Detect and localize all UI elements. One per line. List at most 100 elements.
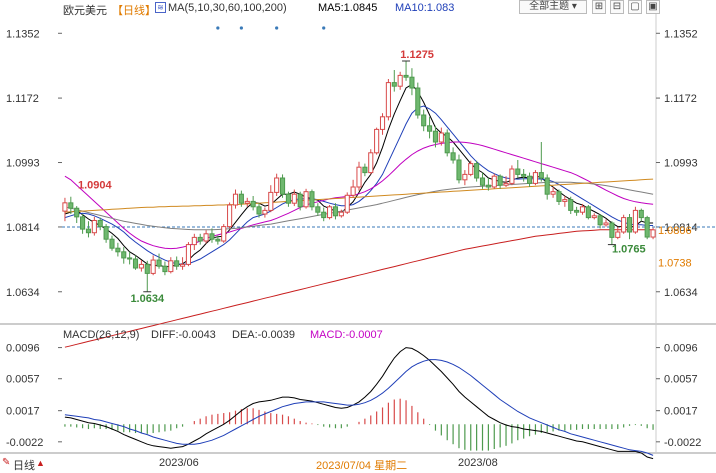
candle-body <box>615 231 621 238</box>
ma-settings-icon[interactable]: ≋ <box>155 2 166 13</box>
candle-body <box>97 219 103 228</box>
candle-body <box>468 163 474 175</box>
candle-body <box>462 173 468 181</box>
macd-tick-label-left: 0.0017 <box>6 406 40 418</box>
zoom-out-icon[interactable]: ⊟ <box>610 0 624 14</box>
candle-body <box>368 152 374 174</box>
footer-period[interactable]: 日线 <box>13 460 35 472</box>
candle-body <box>479 177 486 186</box>
candle-body <box>191 236 197 246</box>
theme-dropdown[interactable]: 全部主题 ▾ <box>519 0 587 14</box>
chevron-down-icon: ▾ <box>571 1 577 12</box>
y-tick-label-left: 1.0814 <box>6 222 40 234</box>
macd-dea-value: DEA:-0.0039 <box>232 329 295 341</box>
expand-icon[interactable]: ▢ <box>628 0 642 14</box>
candle-body <box>644 217 650 238</box>
candle-body <box>162 265 168 273</box>
candle-body <box>203 233 209 242</box>
candle-body <box>350 186 356 196</box>
candle-body <box>421 114 427 127</box>
candle-body <box>332 206 339 217</box>
candle-body <box>532 172 538 184</box>
candle-body <box>109 238 115 249</box>
candle-body <box>250 200 256 208</box>
candle-body <box>550 191 556 195</box>
candle-body <box>503 182 509 186</box>
candle-body <box>168 260 174 273</box>
candle-body <box>591 215 597 219</box>
candle-body <box>538 172 544 179</box>
candle-body <box>68 202 74 209</box>
symbol-label: 欧元美元 <box>63 5 107 17</box>
candle-body <box>138 263 144 269</box>
candle-body <box>597 215 603 226</box>
candle-body <box>121 251 127 259</box>
period-label[interactable]: 【日线】 <box>112 5 156 17</box>
footer-period-arrow-icon[interactable]: ▲ <box>36 458 45 468</box>
candle-body <box>256 206 262 215</box>
candle-body <box>621 217 627 233</box>
candle-body <box>485 184 491 188</box>
y-tick-label-left: 1.1352 <box>6 28 40 40</box>
candle-body <box>438 132 444 143</box>
price-annotation: 1.0765 <box>612 244 646 256</box>
y-tick-label-right: 1.0814 <box>664 222 698 234</box>
candle-body <box>626 217 633 233</box>
ma10-value: MA10:1.083 <box>395 2 455 14</box>
event-marker <box>322 26 326 30</box>
candle-body <box>303 191 309 208</box>
candle-body <box>603 222 609 226</box>
candle-body <box>409 76 415 89</box>
candle-body <box>262 209 268 215</box>
candle-body <box>415 87 421 116</box>
macd-dea-line <box>64 359 654 456</box>
ma-line-ma200 <box>64 229 654 348</box>
candle-body <box>132 258 139 269</box>
candle-body <box>327 206 333 219</box>
candle-body <box>474 163 480 179</box>
candle-body <box>321 211 327 219</box>
candle-body <box>244 200 250 204</box>
candle-body <box>344 194 350 213</box>
candle-body <box>227 204 233 228</box>
event-marker <box>239 26 243 30</box>
drawing-tool-icon[interactable]: ✎ <box>2 457 11 468</box>
ma-line-ma60 <box>64 181 654 231</box>
y-tick-label-right: 1.1172 <box>664 93 697 105</box>
fullscreen-icon[interactable]: ▣ <box>646 0 660 14</box>
candle-body <box>338 211 344 217</box>
candle-body <box>362 166 368 174</box>
candle-body <box>279 177 286 195</box>
macd-tick-label-right: 0.0096 <box>664 343 698 355</box>
candle-body <box>309 191 315 208</box>
candle-body <box>115 247 121 253</box>
candle-body <box>356 166 362 188</box>
candle-body <box>497 175 503 186</box>
candle-body <box>579 206 586 213</box>
candle-body <box>238 193 244 204</box>
candle-body <box>85 228 92 234</box>
candle-body <box>515 168 521 175</box>
macd-tick-label-right: 0.0057 <box>664 374 698 386</box>
candle-body <box>562 199 568 202</box>
candle-body <box>127 257 133 260</box>
candle-body <box>144 263 150 274</box>
crosshair-icon[interactable]: ⊞ <box>592 0 606 14</box>
candle-body <box>574 209 580 213</box>
x-axis-label-2023-06: 2023/06 <box>159 457 199 469</box>
candle-body <box>609 222 615 238</box>
ma5-value: MA5:1.0845 <box>318 2 378 14</box>
candle-body <box>521 173 527 177</box>
price-annotation: 1.1275 <box>400 49 434 61</box>
candle-body <box>156 259 162 267</box>
macd-tick-label-left: 0.0096 <box>6 343 40 355</box>
macd-value: MACD:-0.0007 <box>310 329 383 341</box>
candle-body <box>650 229 656 238</box>
ma-params-label: MA(5,10,30,60,100,200) <box>168 2 287 14</box>
candle-body <box>180 263 186 267</box>
macd-title: MACD(26,12,9) <box>63 329 140 341</box>
candle-body <box>526 175 533 184</box>
price-tag: 1.0806 <box>658 225 692 237</box>
